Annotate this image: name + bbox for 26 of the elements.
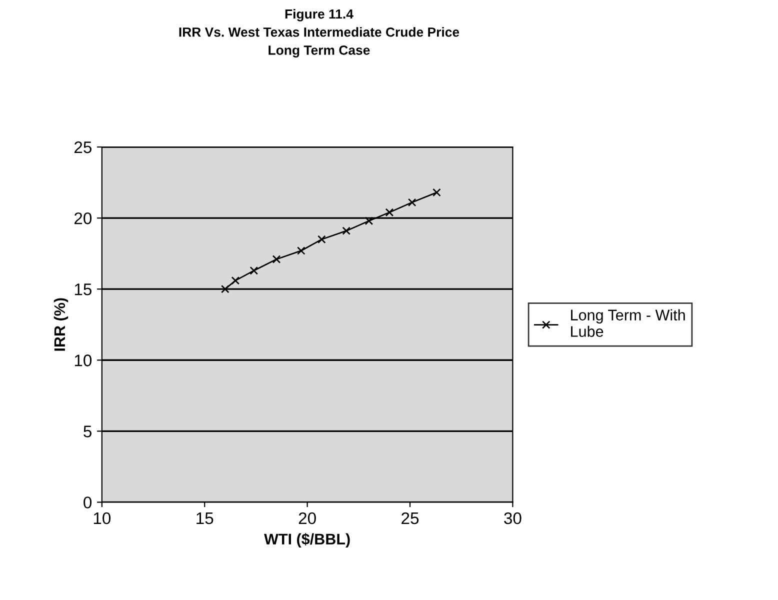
point (250, 266, 258, 275)
y-tick-label: 25 (74, 141, 92, 154)
point (364, 216, 374, 226)
point (342, 226, 350, 235)
x-tick-label: 10 (94, 512, 111, 524)
x-tick-label: 25 (402, 512, 419, 524)
y-tick-label: 20 (74, 212, 92, 224)
y-tick-label: 15 (74, 284, 92, 296)
chart-title: Figure 11.4 IRR Vs. West Texas Intermediate Crude Price Long Term Case (179, 9, 460, 58)
point (318, 235, 326, 244)
y-tick-label: 5 (84, 426, 92, 438)
point (385, 208, 394, 217)
point (408, 198, 416, 207)
point (220, 284, 230, 294)
x-tick-label: 15 (196, 512, 214, 524)
point (231, 276, 240, 285)
x-axis-title: WTI ($/BBL) (264, 533, 350, 548)
point (272, 255, 281, 264)
point (432, 188, 441, 197)
legend-label: Long Term - With Lube (571, 309, 685, 337)
x-tick-label: 30 (504, 512, 522, 524)
point (296, 246, 306, 255)
y-axis-title: IRR (%) (54, 298, 68, 351)
x-tick-label: 20 (298, 512, 316, 524)
y-tick-label: 10 (74, 354, 92, 366)
y-tick-label: 0 (84, 496, 92, 508)
